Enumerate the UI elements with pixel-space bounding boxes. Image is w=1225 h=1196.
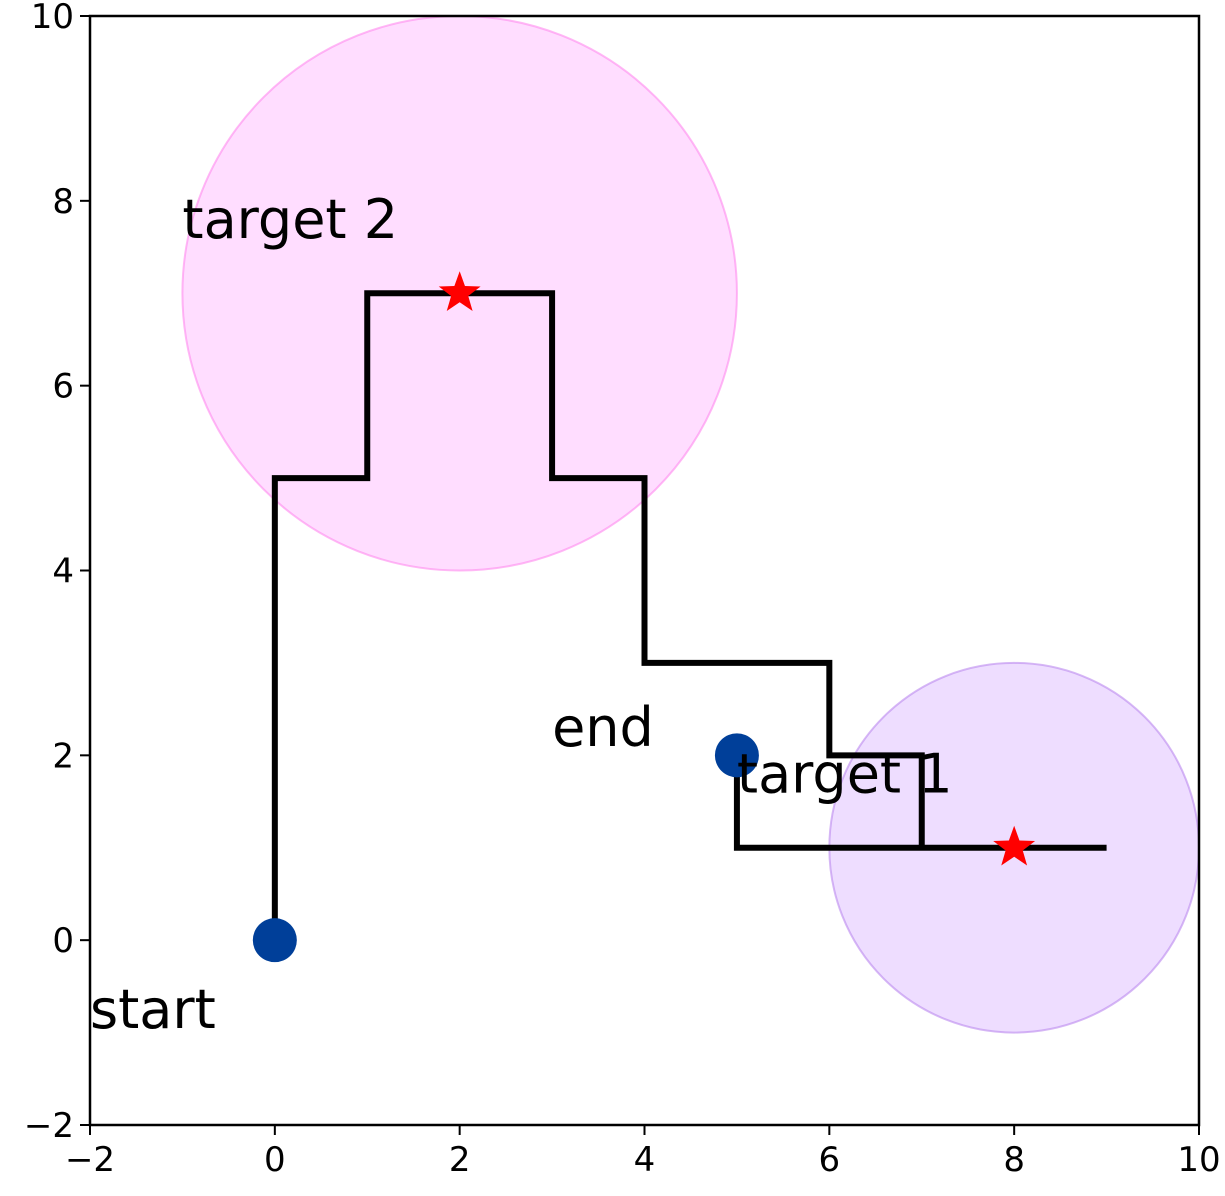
y-tick-label: 0 xyxy=(52,921,74,961)
marker-labels: start end target 1 target 2 xyxy=(90,188,953,1041)
target-2-label: target 2 xyxy=(182,188,398,251)
target-1-label: target 1 xyxy=(737,742,953,805)
agent-path-line xyxy=(271,290,1107,941)
y-tick-label: 8 xyxy=(52,182,74,222)
y-tick-label: −2 xyxy=(24,1106,74,1146)
target-1-star-marker xyxy=(993,825,1036,866)
target-regions xyxy=(181,15,1201,1034)
y-axis-ticks: −2 0 2 4 6 8 10 xyxy=(24,0,90,1146)
markers xyxy=(252,271,1036,963)
y-tick-label: 4 xyxy=(52,552,74,592)
y-tick-label: 2 xyxy=(52,736,74,776)
x-axis-ticks: −2 0 2 4 6 8 10 xyxy=(65,1125,1221,1180)
end-label: end xyxy=(552,696,654,759)
x-tick-label: 6 xyxy=(819,1140,841,1180)
x-tick-label: 8 xyxy=(1003,1140,1025,1180)
x-tick-label: −2 xyxy=(65,1140,115,1180)
x-tick-label: 2 xyxy=(449,1140,471,1180)
x-tick-label: 4 xyxy=(634,1140,656,1180)
target-2-star-marker xyxy=(438,271,481,312)
start-point xyxy=(252,918,297,963)
path-layer xyxy=(271,290,1107,941)
y-tick-label: 10 xyxy=(31,0,74,37)
x-tick-label: 10 xyxy=(1177,1140,1220,1180)
y-tick-label: 6 xyxy=(52,367,74,407)
x-tick-label: 0 xyxy=(264,1140,286,1180)
start-label: start xyxy=(90,978,216,1041)
end-point xyxy=(714,733,759,778)
